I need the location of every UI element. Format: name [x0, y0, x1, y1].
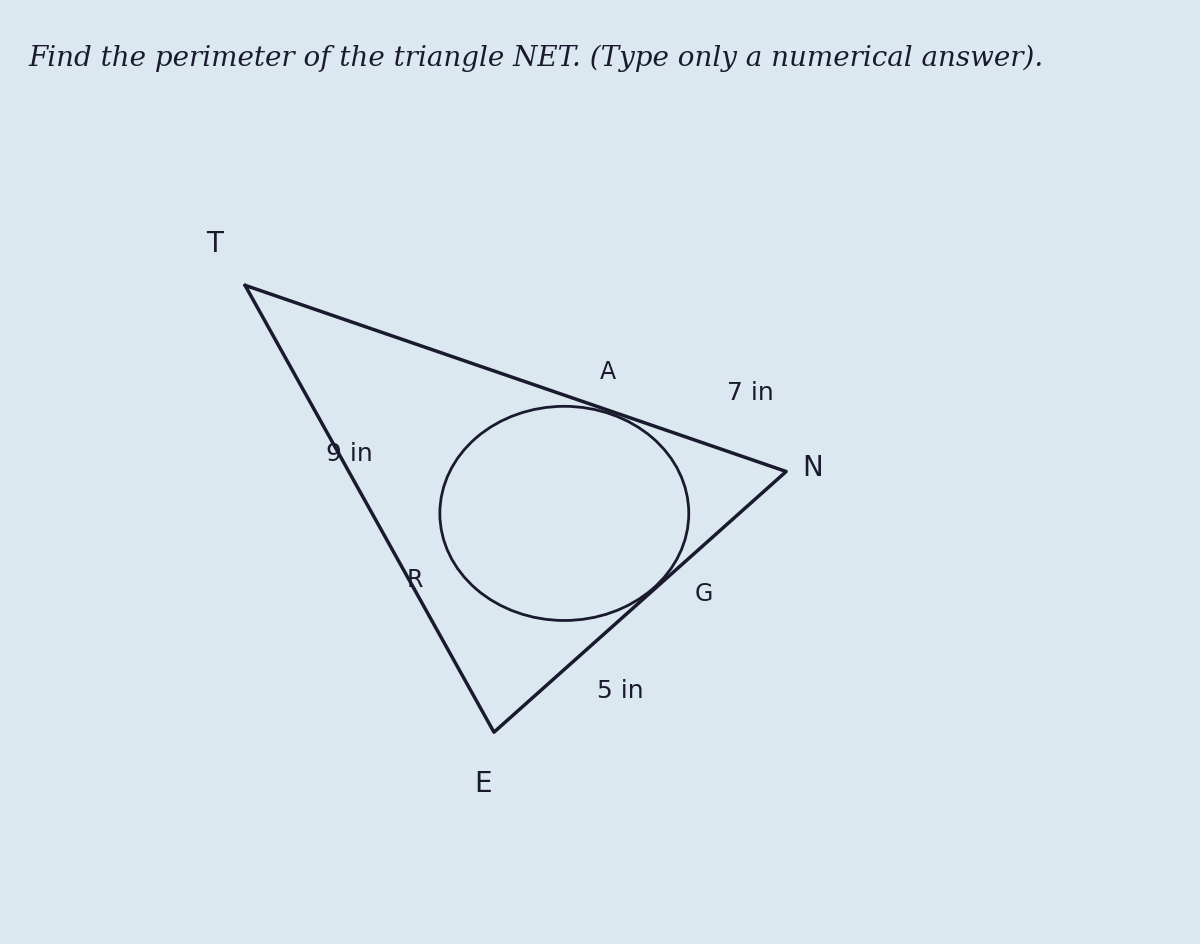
Text: E: E [474, 769, 492, 798]
Text: Find the perimeter of the triangle NET. (Type only a numerical answer).: Find the perimeter of the triangle NET. … [29, 44, 1044, 72]
Text: 5 in: 5 in [596, 679, 643, 702]
Text: G: G [694, 581, 713, 605]
Text: N: N [803, 453, 823, 481]
Text: R: R [407, 567, 424, 591]
Text: 7 in: 7 in [727, 381, 773, 405]
Text: T: T [206, 230, 223, 258]
Text: A: A [600, 360, 616, 383]
Text: 9 in: 9 in [326, 442, 373, 465]
